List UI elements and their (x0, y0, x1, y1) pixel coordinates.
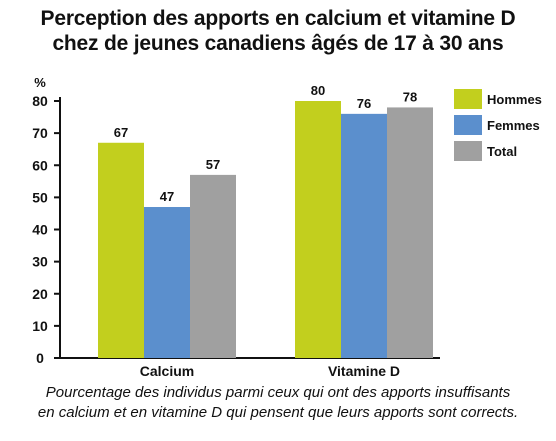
bar-hommes-vitamine-d (295, 101, 341, 358)
bars (98, 101, 433, 358)
bar-total-vitamine-d (387, 107, 433, 358)
chart-caption-line-2: en calcium et en vitamine D qui pensent … (37, 404, 519, 421)
y-tick-label: 60 (32, 157, 48, 173)
y-tick-label: 0 (36, 350, 44, 366)
y-tick-label: 50 (32, 189, 48, 205)
legend-swatch-hommes (454, 89, 482, 109)
data-label: 67 (114, 125, 128, 140)
legend-label-hommes: Hommes (487, 92, 542, 107)
chart-title-line-1: Perception des apports en calcium et vit… (40, 7, 516, 30)
data-label: 57 (206, 157, 220, 172)
bar-total-calcium (190, 174, 236, 358)
legend: Hommes Femmes Total (454, 89, 542, 161)
y-tick-label: 10 (32, 318, 48, 334)
legend-swatch-total (454, 141, 482, 161)
chart-caption-line-1: Pourcentage des individus parmi ceux qui… (45, 384, 511, 401)
data-labels: 67 47 57 80 76 78 (114, 83, 417, 204)
legend-label-femmes: Femmes (487, 118, 540, 133)
bar-femmes-vitamine-d (341, 113, 387, 358)
legend-swatch-femmes (454, 115, 482, 135)
legend-label-total: Total (487, 144, 517, 159)
x-category-label: Vitamine D (328, 363, 400, 379)
chart-title-line-2: chez de jeunes canadiens âgés de 17 à 30… (52, 32, 504, 55)
y-tick-label: 30 (32, 254, 48, 270)
data-label: 80 (311, 83, 325, 98)
y-tick-label: 20 (32, 286, 48, 302)
data-label: 47 (160, 189, 174, 204)
bar-hommes-calcium (98, 142, 144, 358)
data-label: 78 (403, 89, 417, 104)
data-label: 76 (357, 96, 371, 111)
y-axis-unit-label: % (34, 75, 46, 90)
chart-caption: Pourcentage des individus parmi ceux qui… (0, 383, 556, 423)
chart-title: Perception des apports en calcium et vit… (0, 6, 556, 56)
bar-femmes-calcium (144, 207, 190, 358)
y-tick-label: 40 (32, 222, 48, 238)
y-tick-label: 80 (32, 93, 48, 109)
x-category-label: Calcium (140, 363, 194, 379)
bar-chart: % 0 10 20 30 40 50 60 70 80 Calcium Vitamine D 67 47… (32, 75, 542, 379)
y-tick-label: 70 (32, 125, 48, 141)
